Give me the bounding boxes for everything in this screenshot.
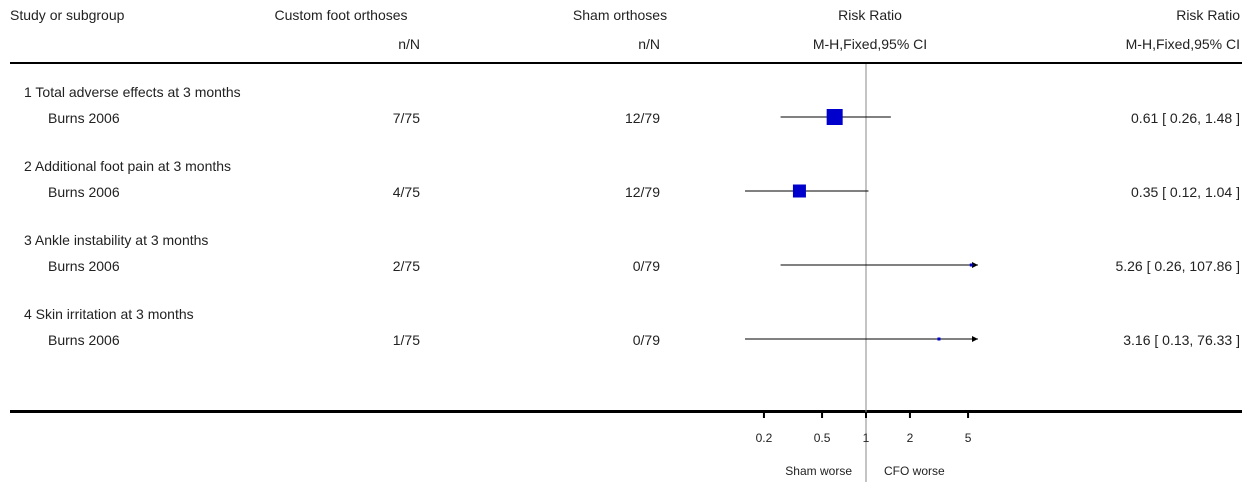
treatment-events: 4/75 [392, 184, 420, 200]
effect-marker [969, 263, 973, 267]
effect-marker [792, 184, 806, 198]
bottom-rule [10, 410, 1242, 413]
axis-tick-label: 1 [863, 431, 870, 445]
header-control-sub: n/N [638, 36, 660, 52]
study-name: Burns 2006 [48, 258, 120, 274]
header-treatment-sub: n/N [398, 36, 420, 52]
axis-left-label: Sham worse [785, 464, 852, 478]
ci-arrow-right [972, 262, 978, 268]
treatment-events: 7/75 [392, 110, 420, 126]
study-name: Burns 2006 [48, 110, 120, 126]
control-events: 0/79 [632, 332, 660, 348]
treatment-events: 2/75 [392, 258, 420, 274]
header-effect: Risk Ratio [1176, 7, 1240, 23]
study-name: Burns 2006 [48, 332, 120, 348]
effect-estimate: 0.61 [ 0.26, 1.48 ] [1131, 110, 1240, 126]
control-events: 0/79 [632, 258, 660, 274]
effect-marker [937, 337, 941, 341]
effect-marker [826, 109, 843, 125]
ci-arrow-right [972, 336, 978, 342]
effect-estimate: 0.35 [ 0.12, 1.04 ] [1131, 184, 1240, 200]
header-effect-sub: M-H,Fixed,95% CI [1125, 36, 1240, 52]
group-title: 3 Ankle instability at 3 months [24, 232, 209, 248]
group-title: 4 Skin irritation at 3 months [24, 306, 194, 322]
header-control: Sham orthoses [572, 7, 668, 23]
axis-tick-label: 5 [965, 431, 972, 445]
group-title: 2 Additional foot pain at 3 months [24, 158, 232, 174]
header-plot-sub: M-H,Fixed,95% CI [812, 36, 928, 52]
effect-estimate: 3.16 [ 0.13, 76.33 ] [1123, 332, 1240, 348]
header-treatment: Custom foot orthoses [274, 7, 408, 23]
treatment-events: 1/75 [392, 332, 420, 348]
control-events: 12/79 [624, 184, 660, 200]
axis-tick-label: 2 [907, 431, 914, 445]
axis-right-label: CFO worse [884, 464, 945, 478]
header-rule [10, 62, 1242, 64]
axis-tick-label: 0.2 [756, 431, 773, 445]
header-plot: Risk Ratio [838, 7, 902, 23]
study-name: Burns 2006 [48, 184, 120, 200]
header-study: Study or subgroup [10, 7, 125, 23]
axis-tick-label: 0.5 [814, 431, 831, 445]
control-events: 12/79 [624, 110, 660, 126]
effect-estimate: 5.26 [ 0.26, 107.86 ] [1115, 258, 1240, 274]
group-title: 1 Total adverse effects at 3 months [24, 84, 241, 100]
